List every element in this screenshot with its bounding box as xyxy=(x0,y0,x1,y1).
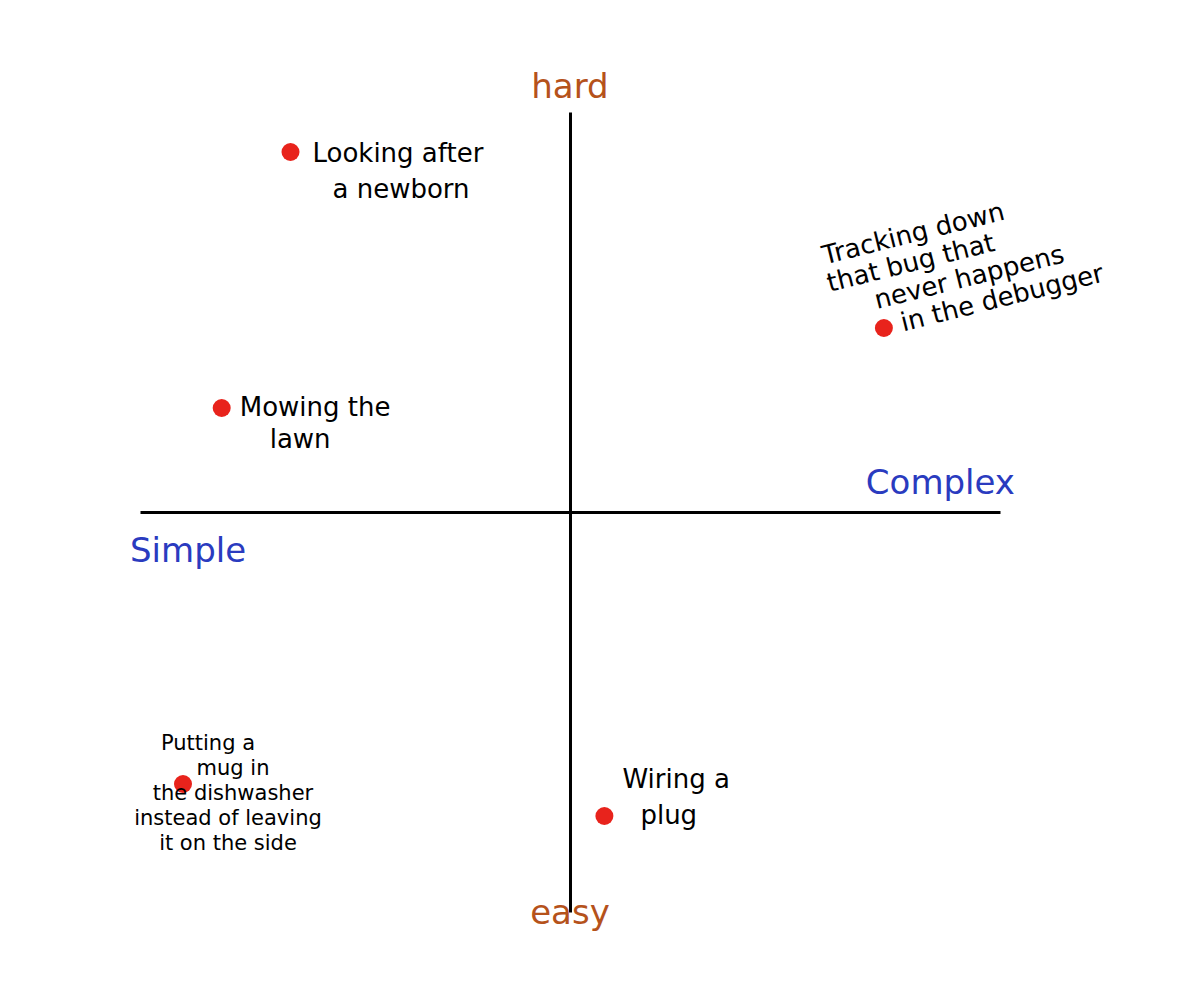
point-label-line: mug in xyxy=(197,756,270,780)
point xyxy=(875,319,893,337)
point xyxy=(595,807,613,825)
point-label: Looking after a newborn xyxy=(313,138,484,204)
chart: Simple Complex hard easy Looking after a newb… xyxy=(0,0,1200,996)
point xyxy=(213,399,231,417)
point-label-line: plug xyxy=(640,800,697,830)
point-label: Wiring a plug xyxy=(622,764,729,830)
axis-end-label: Complex xyxy=(866,462,1015,502)
y-axis-line xyxy=(569,113,572,913)
axis-end-label: Simple xyxy=(130,530,246,570)
point-label-line: instead of leaving xyxy=(134,806,322,830)
point-label: Mowing thelawn xyxy=(240,392,391,454)
point-label-line: it on the side xyxy=(159,831,297,855)
axis-end-label: easy xyxy=(530,892,610,932)
point-label-line: Looking after xyxy=(313,138,484,168)
points xyxy=(174,143,893,825)
point-label-line: Putting a xyxy=(161,731,255,755)
point-label-line: in the debugger xyxy=(897,258,1106,338)
axis-end-label: hard xyxy=(531,66,608,106)
point-label: Putting amug inthe dishwasherinstead of … xyxy=(134,731,322,855)
point xyxy=(282,143,300,161)
point-labels: Looking after a newborn Mowing thelawn Trac… xyxy=(134,138,1107,855)
point-label-line: Mowing the xyxy=(240,392,391,422)
y-axis xyxy=(570,113,571,913)
point-label-line: a newborn xyxy=(333,174,470,204)
point-label: Tracking downthat bug thatnever happensi… xyxy=(817,176,1107,352)
point-label-line: Wiring a xyxy=(622,764,729,794)
point-label-line: lawn xyxy=(270,424,331,454)
point-label-line: the dishwasher xyxy=(153,781,314,805)
